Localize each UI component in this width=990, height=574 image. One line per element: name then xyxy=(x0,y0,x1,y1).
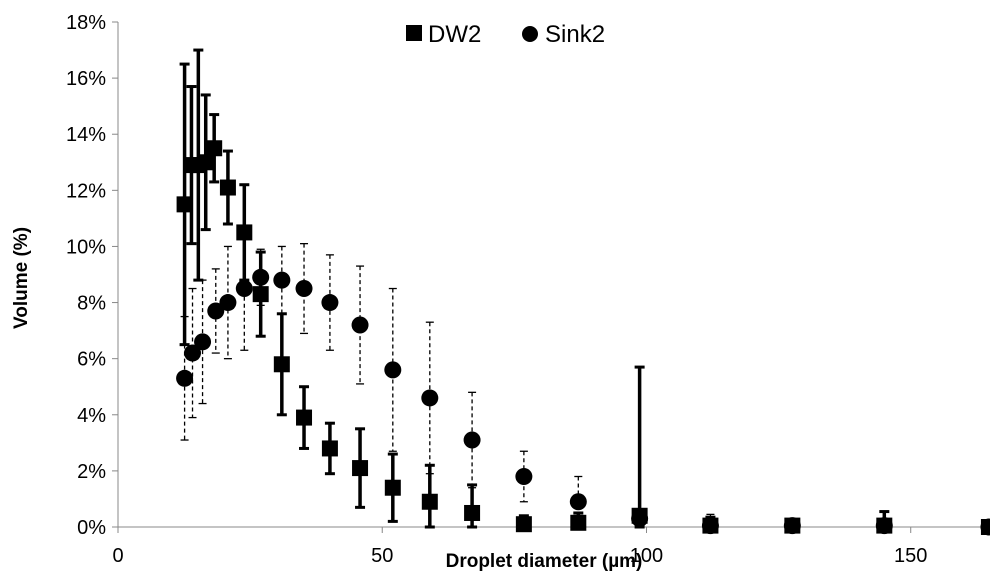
y-tick-label: 4% xyxy=(77,405,106,427)
data-point-dw2 xyxy=(273,356,290,373)
data-point-sink2 xyxy=(321,294,339,312)
y-tick-label: 12% xyxy=(66,180,106,202)
data-point-dw2 xyxy=(236,224,253,241)
x-axis-title: Droplet diameter (µm) xyxy=(446,551,643,572)
series-dw2 xyxy=(176,48,990,535)
data-point-sink2 xyxy=(176,369,194,387)
data-point-sink2 xyxy=(295,280,313,298)
y-tick-label: 18% xyxy=(66,12,106,34)
legend-label-sink2: Sink2 xyxy=(545,21,605,48)
y-tick-label: 10% xyxy=(66,236,106,258)
y-axis-title: Volume (%) xyxy=(11,227,32,329)
x-tick-label: 100 xyxy=(630,545,663,567)
data-point-dw2 xyxy=(352,460,369,477)
data-point-dw2 xyxy=(784,517,801,534)
data-point-dw2 xyxy=(570,514,587,531)
data-point-sink2 xyxy=(384,361,402,379)
x-axis: 0 50 100 150 xyxy=(112,526,990,567)
x-tick-label: 0 xyxy=(112,545,123,567)
data-point-sink2 xyxy=(463,431,481,449)
y-tick-label: 16% xyxy=(66,68,106,90)
data-point-sink2 xyxy=(569,493,587,511)
y-tick-label: 0% xyxy=(77,517,106,539)
data-point-dw2 xyxy=(631,507,648,524)
y-tick-label: 6% xyxy=(77,349,106,371)
data-point-dw2 xyxy=(702,517,719,534)
y-tick-label: 14% xyxy=(66,124,106,146)
data-point-sink2 xyxy=(421,389,439,407)
y-tick-label: 8% xyxy=(77,293,106,315)
data-point-dw2 xyxy=(206,140,223,157)
error-bar xyxy=(325,254,334,351)
legend: DW2 Sink2 xyxy=(406,21,605,48)
data-point-dw2 xyxy=(296,409,313,426)
error-bar xyxy=(519,450,528,503)
y-tick-label: 2% xyxy=(77,461,106,483)
data-point-dw2 xyxy=(876,517,893,534)
data-point-sink2 xyxy=(207,302,225,320)
series-sink2 xyxy=(176,226,990,536)
error-bar xyxy=(388,287,397,452)
data-point-sink2 xyxy=(273,271,291,289)
data-point-dw2 xyxy=(321,440,338,457)
data-point-dw2 xyxy=(219,179,236,196)
data-point-dw2 xyxy=(197,154,214,171)
data-point-dw2 xyxy=(421,493,438,510)
data-point-sink2 xyxy=(194,333,212,351)
y-axis: 0% 2% 4% 6% 8% 10% 12% 14% 16% 18% xyxy=(66,12,119,539)
data-point-sink2 xyxy=(235,280,253,298)
legend-marker-sink2 xyxy=(522,26,538,42)
x-tick-label: 50 xyxy=(371,545,393,567)
data-point-sink2 xyxy=(515,468,533,485)
data-point-dw2 xyxy=(176,196,193,213)
data-point-sink2 xyxy=(351,316,369,334)
data-point-dw2 xyxy=(384,479,401,496)
data-series xyxy=(176,48,990,536)
data-point-dw2 xyxy=(980,519,990,535)
data-point-dw2 xyxy=(464,504,481,521)
data-point-dw2 xyxy=(515,516,532,533)
data-point-sink2 xyxy=(219,294,237,312)
data-point-sink2 xyxy=(184,344,202,362)
x-tick-label: 150 xyxy=(894,545,927,567)
legend-marker-dw2 xyxy=(406,25,422,41)
data-point-dw2 xyxy=(252,286,269,303)
error-bar xyxy=(634,365,645,529)
legend-label-dw2: DW2 xyxy=(428,21,481,48)
